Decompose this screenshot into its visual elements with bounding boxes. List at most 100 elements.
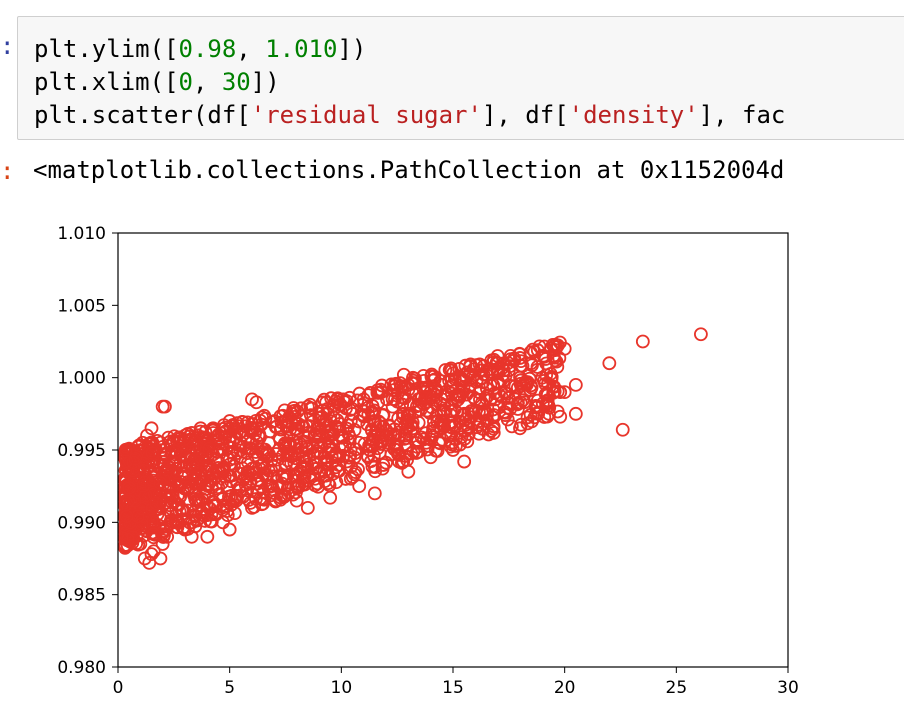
data-point (396, 410, 410, 425)
output-text: <matplotlib.collections.PathCollection a… (33, 156, 785, 184)
data-point (136, 463, 151, 478)
data-point (206, 465, 221, 480)
data-point (279, 419, 294, 434)
data-point (119, 518, 134, 532)
data-point (392, 454, 406, 469)
data-point (270, 452, 285, 467)
data-point (471, 404, 486, 419)
data-point (250, 421, 265, 436)
data-point (489, 355, 504, 370)
data-point (121, 494, 136, 508)
data-point (319, 395, 334, 410)
data-point (178, 480, 193, 494)
data-point (186, 439, 200, 454)
data-point (312, 420, 326, 435)
y-tick-label: 0.995 (57, 441, 106, 461)
data-point (347, 423, 362, 437)
y-tick-label: 0.980 (57, 658, 106, 678)
data-point (375, 461, 390, 476)
data-point (448, 439, 463, 453)
data-point (254, 417, 269, 432)
data-point (238, 441, 253, 456)
data-point (415, 390, 430, 404)
x-tick-label: 20 (554, 678, 576, 698)
data-point (159, 495, 174, 510)
code-token: ]) (337, 35, 367, 63)
data-point (347, 450, 362, 465)
data-point (552, 351, 567, 366)
data-point (119, 509, 134, 524)
data-point (551, 338, 565, 353)
data-point (195, 471, 210, 486)
data-point (147, 487, 162, 501)
data-point (222, 522, 237, 537)
data-point (138, 488, 153, 503)
data-point (547, 384, 562, 399)
data-point (149, 496, 164, 511)
data-point (203, 514, 218, 529)
data-point (294, 401, 309, 416)
code-cell[interactable]: plt.ylim([0.98, 1.010]) plt.xlim([0, 30])… (17, 16, 904, 140)
data-point (550, 359, 565, 374)
data-point (373, 429, 388, 444)
data-point (243, 474, 258, 489)
data-point (461, 427, 476, 441)
data-point (494, 389, 509, 404)
axes-layer: 0 5 10 15 20 25 30 0.980 0.985 0.990 0.995 1.000 1.0… (57, 224, 798, 698)
data-point (141, 449, 156, 464)
data-point (475, 421, 489, 436)
x-tick-label: 0 (113, 678, 124, 698)
data-point (132, 438, 147, 453)
data-point (277, 403, 292, 418)
data-point (332, 416, 347, 431)
data-point (549, 354, 564, 369)
data-point (311, 479, 326, 494)
data-point (118, 463, 133, 478)
y-tick-label: 0.985 (57, 586, 106, 606)
data-point (463, 357, 478, 372)
data-point (127, 494, 142, 508)
data-point (513, 351, 527, 365)
data-point (348, 442, 363, 457)
x-tick-label: 30 (777, 678, 799, 698)
data-point (155, 399, 170, 414)
data-point (176, 502, 190, 517)
data-point (398, 425, 413, 440)
data-point (217, 418, 231, 432)
data-point (194, 494, 208, 509)
data-point (424, 367, 439, 382)
data-point (458, 358, 473, 373)
data-point (325, 399, 340, 414)
data-point (297, 469, 311, 484)
data-point (215, 492, 230, 507)
data-point (145, 473, 160, 488)
data-point (318, 420, 333, 435)
code-token: plt.scatter(df[ (34, 101, 251, 129)
data-point (342, 450, 357, 465)
data-point (365, 438, 380, 452)
data-point (257, 408, 272, 423)
code-token: ]) (250, 68, 280, 96)
code-editor[interactable]: plt.ylim([0.98, 1.010]) plt.xlim([0, 30])… (34, 33, 785, 132)
data-point (194, 451, 209, 466)
data-point (144, 547, 159, 562)
data-point (249, 395, 264, 410)
data-point (403, 417, 418, 432)
data-point (395, 390, 409, 405)
data-point (525, 342, 540, 357)
data-point (464, 404, 479, 418)
data-point (375, 378, 389, 393)
data-point (335, 440, 350, 455)
data-point (430, 444, 445, 458)
data-point (249, 434, 264, 449)
code-token: plt.xlim([ (34, 68, 179, 96)
code-line: plt.ylim([0.98, 1.010]) (34, 33, 785, 66)
data-point (352, 479, 367, 494)
data-point (118, 473, 132, 488)
data-point (457, 454, 472, 469)
data-point (169, 502, 184, 517)
data-point (241, 455, 255, 470)
output-prompt: : (0, 157, 15, 185)
data-point (503, 379, 518, 393)
x-tick-label: 10 (331, 678, 353, 698)
